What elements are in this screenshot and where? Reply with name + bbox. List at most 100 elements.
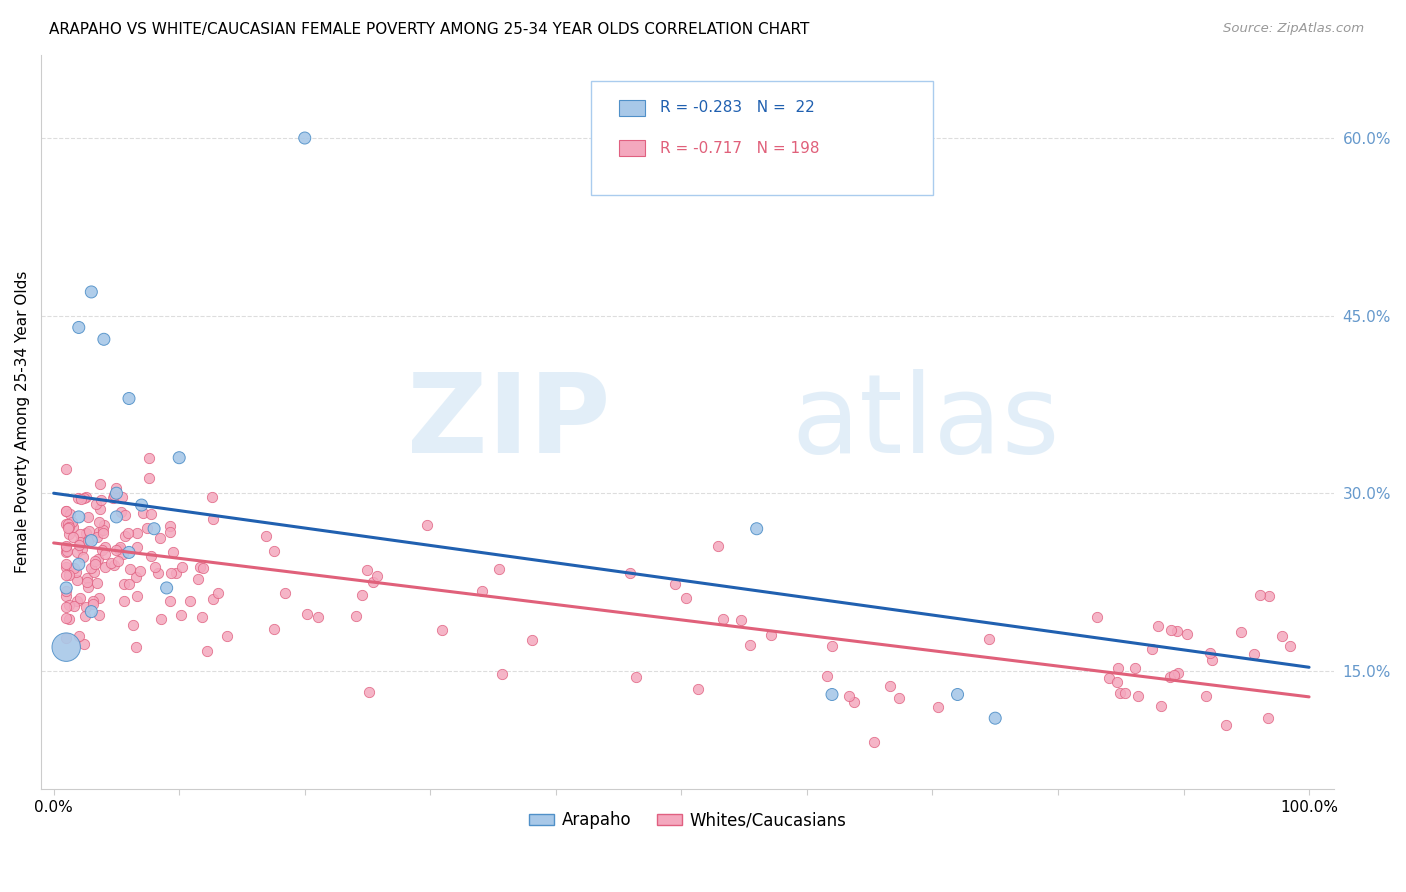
Point — [143, 560, 166, 574]
Point — [87, 552, 110, 566]
Point — [1107, 675, 1129, 690]
Point — [114, 508, 136, 522]
Point — [488, 562, 510, 576]
Point — [55, 461, 77, 475]
Point — [188, 560, 211, 574]
Point — [87, 591, 110, 606]
Point — [55, 540, 77, 554]
Legend: Arapaho, Whites/Caucasians: Arapaho, Whites/Caucasians — [522, 805, 853, 836]
Point — [58, 598, 80, 612]
Point — [112, 593, 135, 607]
Point — [294, 131, 316, 145]
Point — [73, 491, 96, 505]
Point — [156, 581, 179, 595]
Point — [104, 481, 127, 495]
Point — [77, 534, 100, 549]
Point — [90, 543, 112, 558]
Point — [150, 612, 173, 626]
Y-axis label: Female Poverty Among 25-34 Year Olds: Female Poverty Among 25-34 Year Olds — [15, 271, 30, 574]
Point — [159, 525, 181, 540]
Point — [1175, 627, 1198, 641]
Point — [686, 681, 709, 696]
Point — [58, 612, 80, 626]
Point — [172, 560, 194, 574]
Point — [93, 332, 115, 346]
Text: ARAPAHO VS WHITE/CAUCASIAN FEMALE POVERTY AMONG 25-34 YEAR OLDS CORRELATION CHAR: ARAPAHO VS WHITE/CAUCASIAN FEMALE POVERT… — [49, 22, 810, 37]
Point — [73, 608, 96, 623]
Point — [361, 574, 384, 589]
Point — [1167, 665, 1189, 680]
Point — [159, 593, 181, 607]
Point — [146, 566, 169, 581]
Point — [125, 525, 148, 540]
Point — [357, 685, 380, 699]
Point — [664, 577, 686, 591]
Point — [63, 599, 86, 614]
Point — [76, 571, 98, 585]
Point — [118, 392, 141, 406]
Point — [118, 561, 141, 575]
Point — [977, 632, 1000, 646]
Point — [745, 522, 768, 536]
Point — [75, 490, 97, 504]
Point — [1198, 646, 1220, 660]
Point — [55, 504, 77, 518]
Point — [1215, 718, 1237, 732]
Point — [104, 542, 127, 557]
Point — [55, 557, 77, 571]
Point — [82, 594, 104, 608]
Point — [112, 577, 135, 591]
Point — [1140, 641, 1163, 656]
Point — [83, 557, 105, 571]
Point — [842, 695, 865, 709]
Point — [143, 522, 166, 536]
Point — [67, 629, 90, 643]
Point — [307, 610, 329, 624]
Point — [73, 636, 96, 650]
Point — [103, 491, 125, 506]
Bar — [619, 140, 645, 156]
Point — [821, 639, 844, 653]
Point — [1195, 690, 1218, 704]
Point — [118, 577, 141, 591]
Point — [187, 573, 209, 587]
Point — [138, 471, 160, 485]
Point — [55, 545, 77, 559]
Point — [70, 542, 93, 557]
Point — [1257, 590, 1279, 604]
Point — [1257, 711, 1279, 725]
Point — [105, 509, 128, 524]
Point — [117, 526, 139, 541]
Point — [730, 613, 752, 627]
Point — [1279, 639, 1302, 653]
Point — [179, 594, 201, 608]
Point — [91, 526, 114, 541]
Point — [69, 527, 91, 541]
Point — [215, 629, 238, 643]
Point — [1166, 624, 1188, 639]
Point — [127, 589, 149, 603]
Point — [75, 525, 97, 540]
Point — [55, 599, 77, 614]
Point — [86, 575, 108, 590]
Point — [132, 506, 155, 520]
Point — [67, 320, 90, 334]
Point — [107, 541, 129, 556]
Point — [254, 529, 277, 543]
Point — [69, 535, 91, 549]
Point — [87, 515, 110, 529]
Point — [821, 688, 844, 702]
Point — [295, 607, 318, 621]
Point — [121, 617, 143, 632]
Point — [263, 622, 285, 636]
Point — [471, 583, 494, 598]
Point — [141, 507, 163, 521]
Point — [110, 541, 132, 555]
Point — [125, 570, 148, 584]
Point — [350, 588, 373, 602]
Point — [89, 476, 111, 491]
Point — [55, 504, 77, 518]
Point — [55, 631, 77, 645]
Text: atlas: atlas — [792, 368, 1060, 475]
Point — [80, 285, 103, 299]
